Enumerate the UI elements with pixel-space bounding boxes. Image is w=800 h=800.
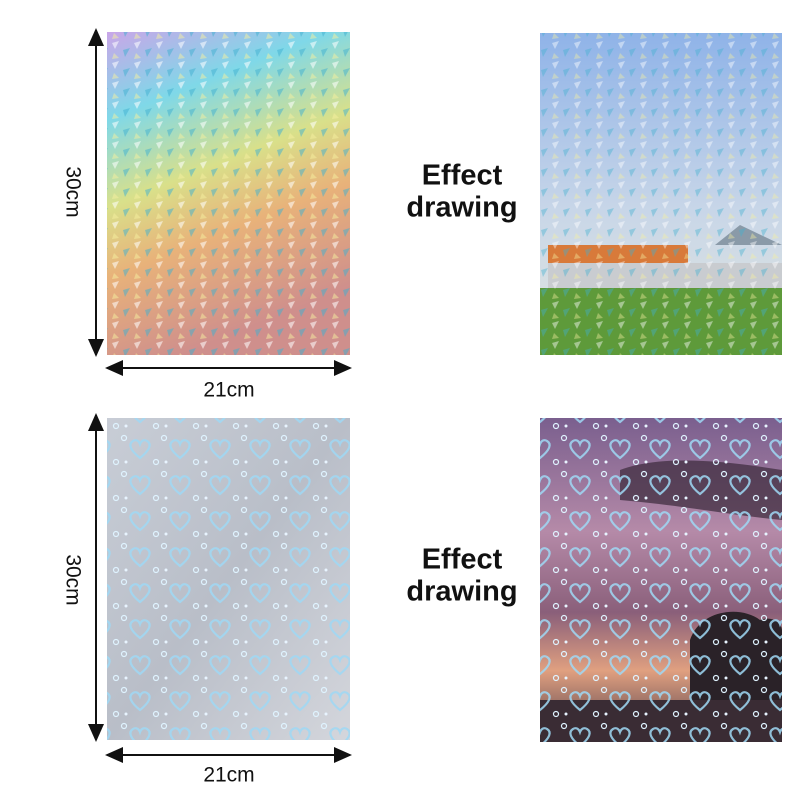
width-label: 21cm xyxy=(203,764,254,787)
caption-line: Effect xyxy=(422,544,503,576)
effect-photo xyxy=(540,33,782,355)
caption-line: Effect xyxy=(422,160,503,192)
sheet-texture xyxy=(107,32,350,355)
photo-texture xyxy=(540,418,782,742)
height-label: 30cm xyxy=(61,554,84,605)
width-label: 21cm xyxy=(203,379,254,402)
photo-texture xyxy=(540,33,782,355)
effect-photo xyxy=(540,418,782,742)
caption-line: drawing xyxy=(406,192,517,224)
height-label: 30cm xyxy=(61,166,84,217)
caption-line: drawing xyxy=(406,576,517,608)
sheet-texture xyxy=(107,418,350,740)
